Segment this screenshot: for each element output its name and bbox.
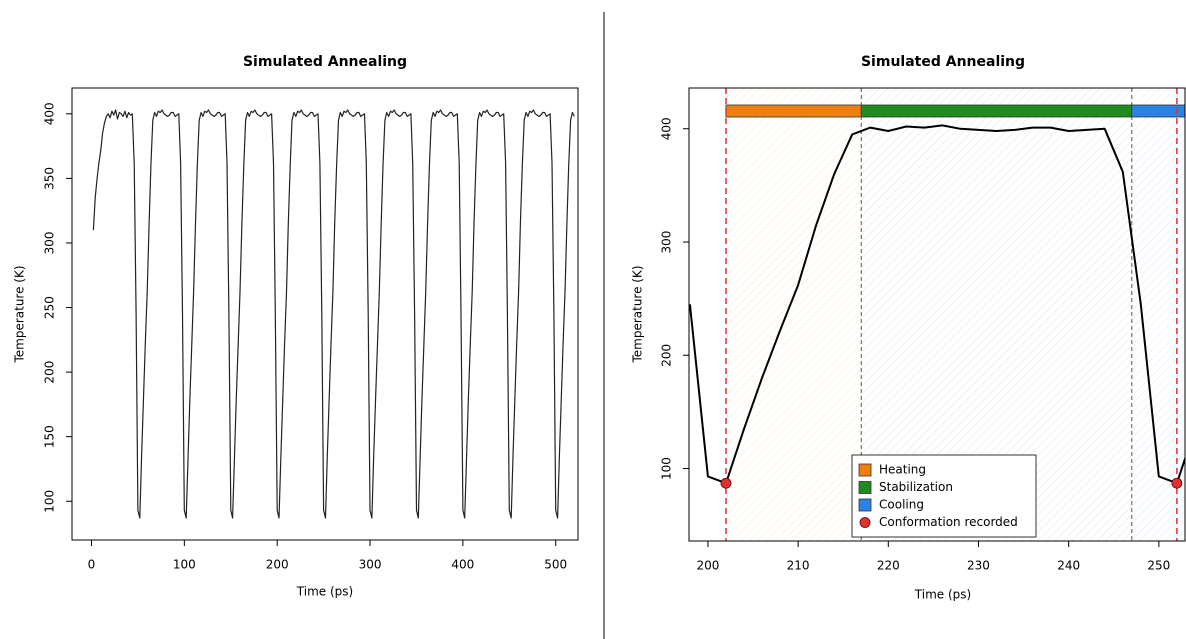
phase-region (725, 88, 862, 541)
y-axis-label: Temperature (K) (13, 265, 27, 363)
x-tick-label: 100 (173, 558, 196, 572)
y-tick-label: 200 (660, 344, 674, 367)
x-tick-label: 220 (877, 559, 900, 573)
legend-swatch (858, 463, 872, 477)
chart-title: Simulated Annealing (861, 54, 1025, 70)
y-tick-label: 100 (660, 457, 674, 480)
x-tick-label: 210 (787, 559, 810, 573)
x-tick-label: 0 (88, 558, 96, 572)
legend-label: Heating (879, 463, 926, 477)
legend-label: Cooling (879, 498, 924, 512)
legend-box (851, 454, 1037, 538)
x-tick-label: 250 (1147, 559, 1170, 573)
data-line (92, 109, 575, 519)
legend-label: Stabilization (879, 480, 953, 494)
x-tick-label: 240 (1057, 559, 1080, 573)
data-line (689, 124, 1185, 485)
marker-point (1171, 477, 1183, 489)
x-tick-label: 400 (451, 558, 474, 572)
x-tick-label: 230 (967, 559, 990, 573)
y-tick-label: 150 (43, 425, 57, 448)
y-tick-label: 350 (43, 167, 57, 190)
phase-bar (1131, 104, 1185, 118)
y-tick-label: 400 (43, 102, 57, 125)
legend-swatch (858, 498, 872, 512)
y-axis-label: Temperature (K) (631, 265, 645, 363)
y-tick-label: 300 (660, 231, 674, 254)
legend-label: Conformation recorded (879, 515, 1018, 529)
legend-swatch (858, 481, 872, 494)
y-tick-label: 400 (660, 117, 674, 140)
plot-frame (71, 87, 579, 541)
x-tick-label: 200 (266, 558, 289, 572)
legend-marker (859, 517, 871, 528)
x-tick-label: 300 (359, 558, 382, 572)
y-tick-label: 200 (43, 361, 57, 384)
phase-bar (860, 104, 1133, 118)
x-tick-label: 200 (696, 559, 719, 573)
y-tick-label: 300 (43, 232, 57, 255)
plot-area (92, 109, 575, 519)
y-tick-label: 250 (43, 296, 57, 319)
x-axis-label: Time (ps) (914, 588, 971, 602)
plot-frame (688, 87, 1186, 542)
y-tick-label: 100 (43, 490, 57, 513)
marker-point (720, 477, 732, 489)
x-axis-label: Time (ps) (296, 585, 353, 599)
phase-bar (725, 104, 862, 118)
chart-title: Simulated Annealing (243, 54, 407, 70)
x-tick-label: 500 (544, 558, 567, 572)
